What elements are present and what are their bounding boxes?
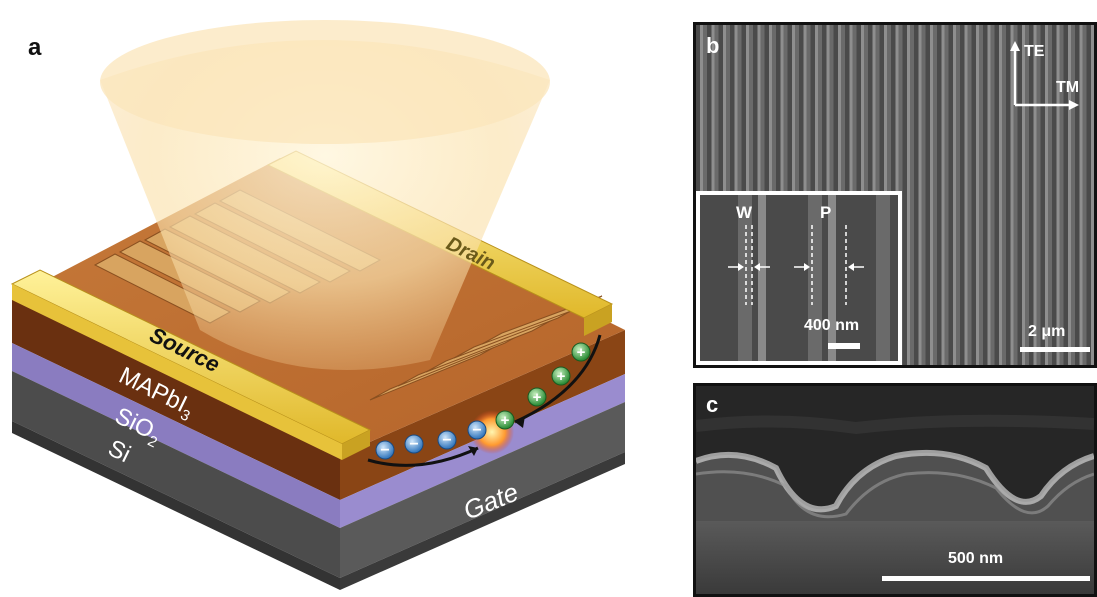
- svg-text:+: +: [557, 368, 566, 385]
- polarization-axes: [1010, 41, 1079, 110]
- light-cone-top: [100, 20, 550, 144]
- inset-scale-text: 400 nm: [804, 317, 860, 334]
- device-schematic: Drain Source Gate MAPbI3 SiO2 Si − − − −…: [10, 20, 625, 590]
- cross-section-image: [696, 386, 1094, 594]
- panel-b-letter: b: [706, 33, 720, 58]
- panel-c-scale-bar: [882, 576, 1090, 581]
- inset-p-label: P: [820, 203, 832, 222]
- sem-panel-b: b TE TM 2 μm: [693, 22, 1097, 368]
- panel-b-scale-bar: [1020, 347, 1090, 352]
- svg-text:+: +: [501, 412, 510, 429]
- svg-text:−: −: [409, 436, 418, 453]
- te-axis-label: TE: [1024, 43, 1045, 60]
- hole-path-arrow: [514, 334, 602, 424]
- panel-c-scale-text: 500 nm: [948, 550, 1004, 567]
- hole-3: +: [551, 366, 571, 386]
- si-layer-left: [12, 371, 340, 578]
- inset-grating: [700, 195, 898, 361]
- inset-w-label: W: [736, 203, 753, 222]
- electrons: − − − −: [375, 420, 487, 460]
- hole-2: +: [527, 387, 547, 407]
- perovskite-layer-left: [12, 298, 340, 500]
- hole-4: +: [571, 342, 591, 362]
- electron-1: −: [375, 440, 395, 460]
- si-bottom-right: [340, 452, 625, 590]
- svg-text:−: −: [380, 442, 389, 459]
- sio2-layer-left: [12, 343, 340, 528]
- holes: + + + +: [495, 342, 591, 430]
- electron-4: −: [467, 420, 487, 440]
- sem-panel-c: c 500 nm: [693, 383, 1097, 597]
- panel-c-letter: c: [706, 392, 719, 417]
- tm-axis-label: TM: [1056, 79, 1080, 96]
- electron-3: −: [437, 430, 457, 450]
- electron-2: −: [404, 434, 424, 454]
- left-side-layers: [12, 298, 340, 590]
- svg-text:+: +: [577, 344, 586, 361]
- si-layer-right: [340, 402, 625, 578]
- svg-text:−: −: [472, 422, 481, 439]
- electron-path-arrow: [367, 446, 479, 467]
- svg-text:−: −: [442, 432, 451, 449]
- panel-a-letter: a: [28, 34, 42, 61]
- si-bottom-left: [12, 421, 340, 590]
- hole-1: +: [495, 410, 515, 430]
- panel-b-scale-text: 2 μm: [1028, 323, 1066, 340]
- source-electrode: [10, 269, 372, 460]
- svg-text:+: +: [533, 389, 542, 406]
- inset-scale-bar: [828, 343, 860, 349]
- inset-panel: W P 400 nm: [696, 191, 902, 365]
